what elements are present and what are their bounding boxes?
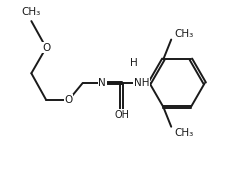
Text: NH: NH bbox=[134, 78, 150, 88]
Text: H: H bbox=[130, 58, 138, 68]
Text: CH₃: CH₃ bbox=[22, 7, 41, 17]
Text: OH: OH bbox=[114, 110, 129, 120]
Text: CH₃: CH₃ bbox=[174, 128, 193, 138]
Text: CH₃: CH₃ bbox=[174, 28, 193, 39]
Text: O: O bbox=[42, 43, 50, 53]
Text: O: O bbox=[65, 95, 73, 105]
Text: N: N bbox=[98, 78, 106, 88]
